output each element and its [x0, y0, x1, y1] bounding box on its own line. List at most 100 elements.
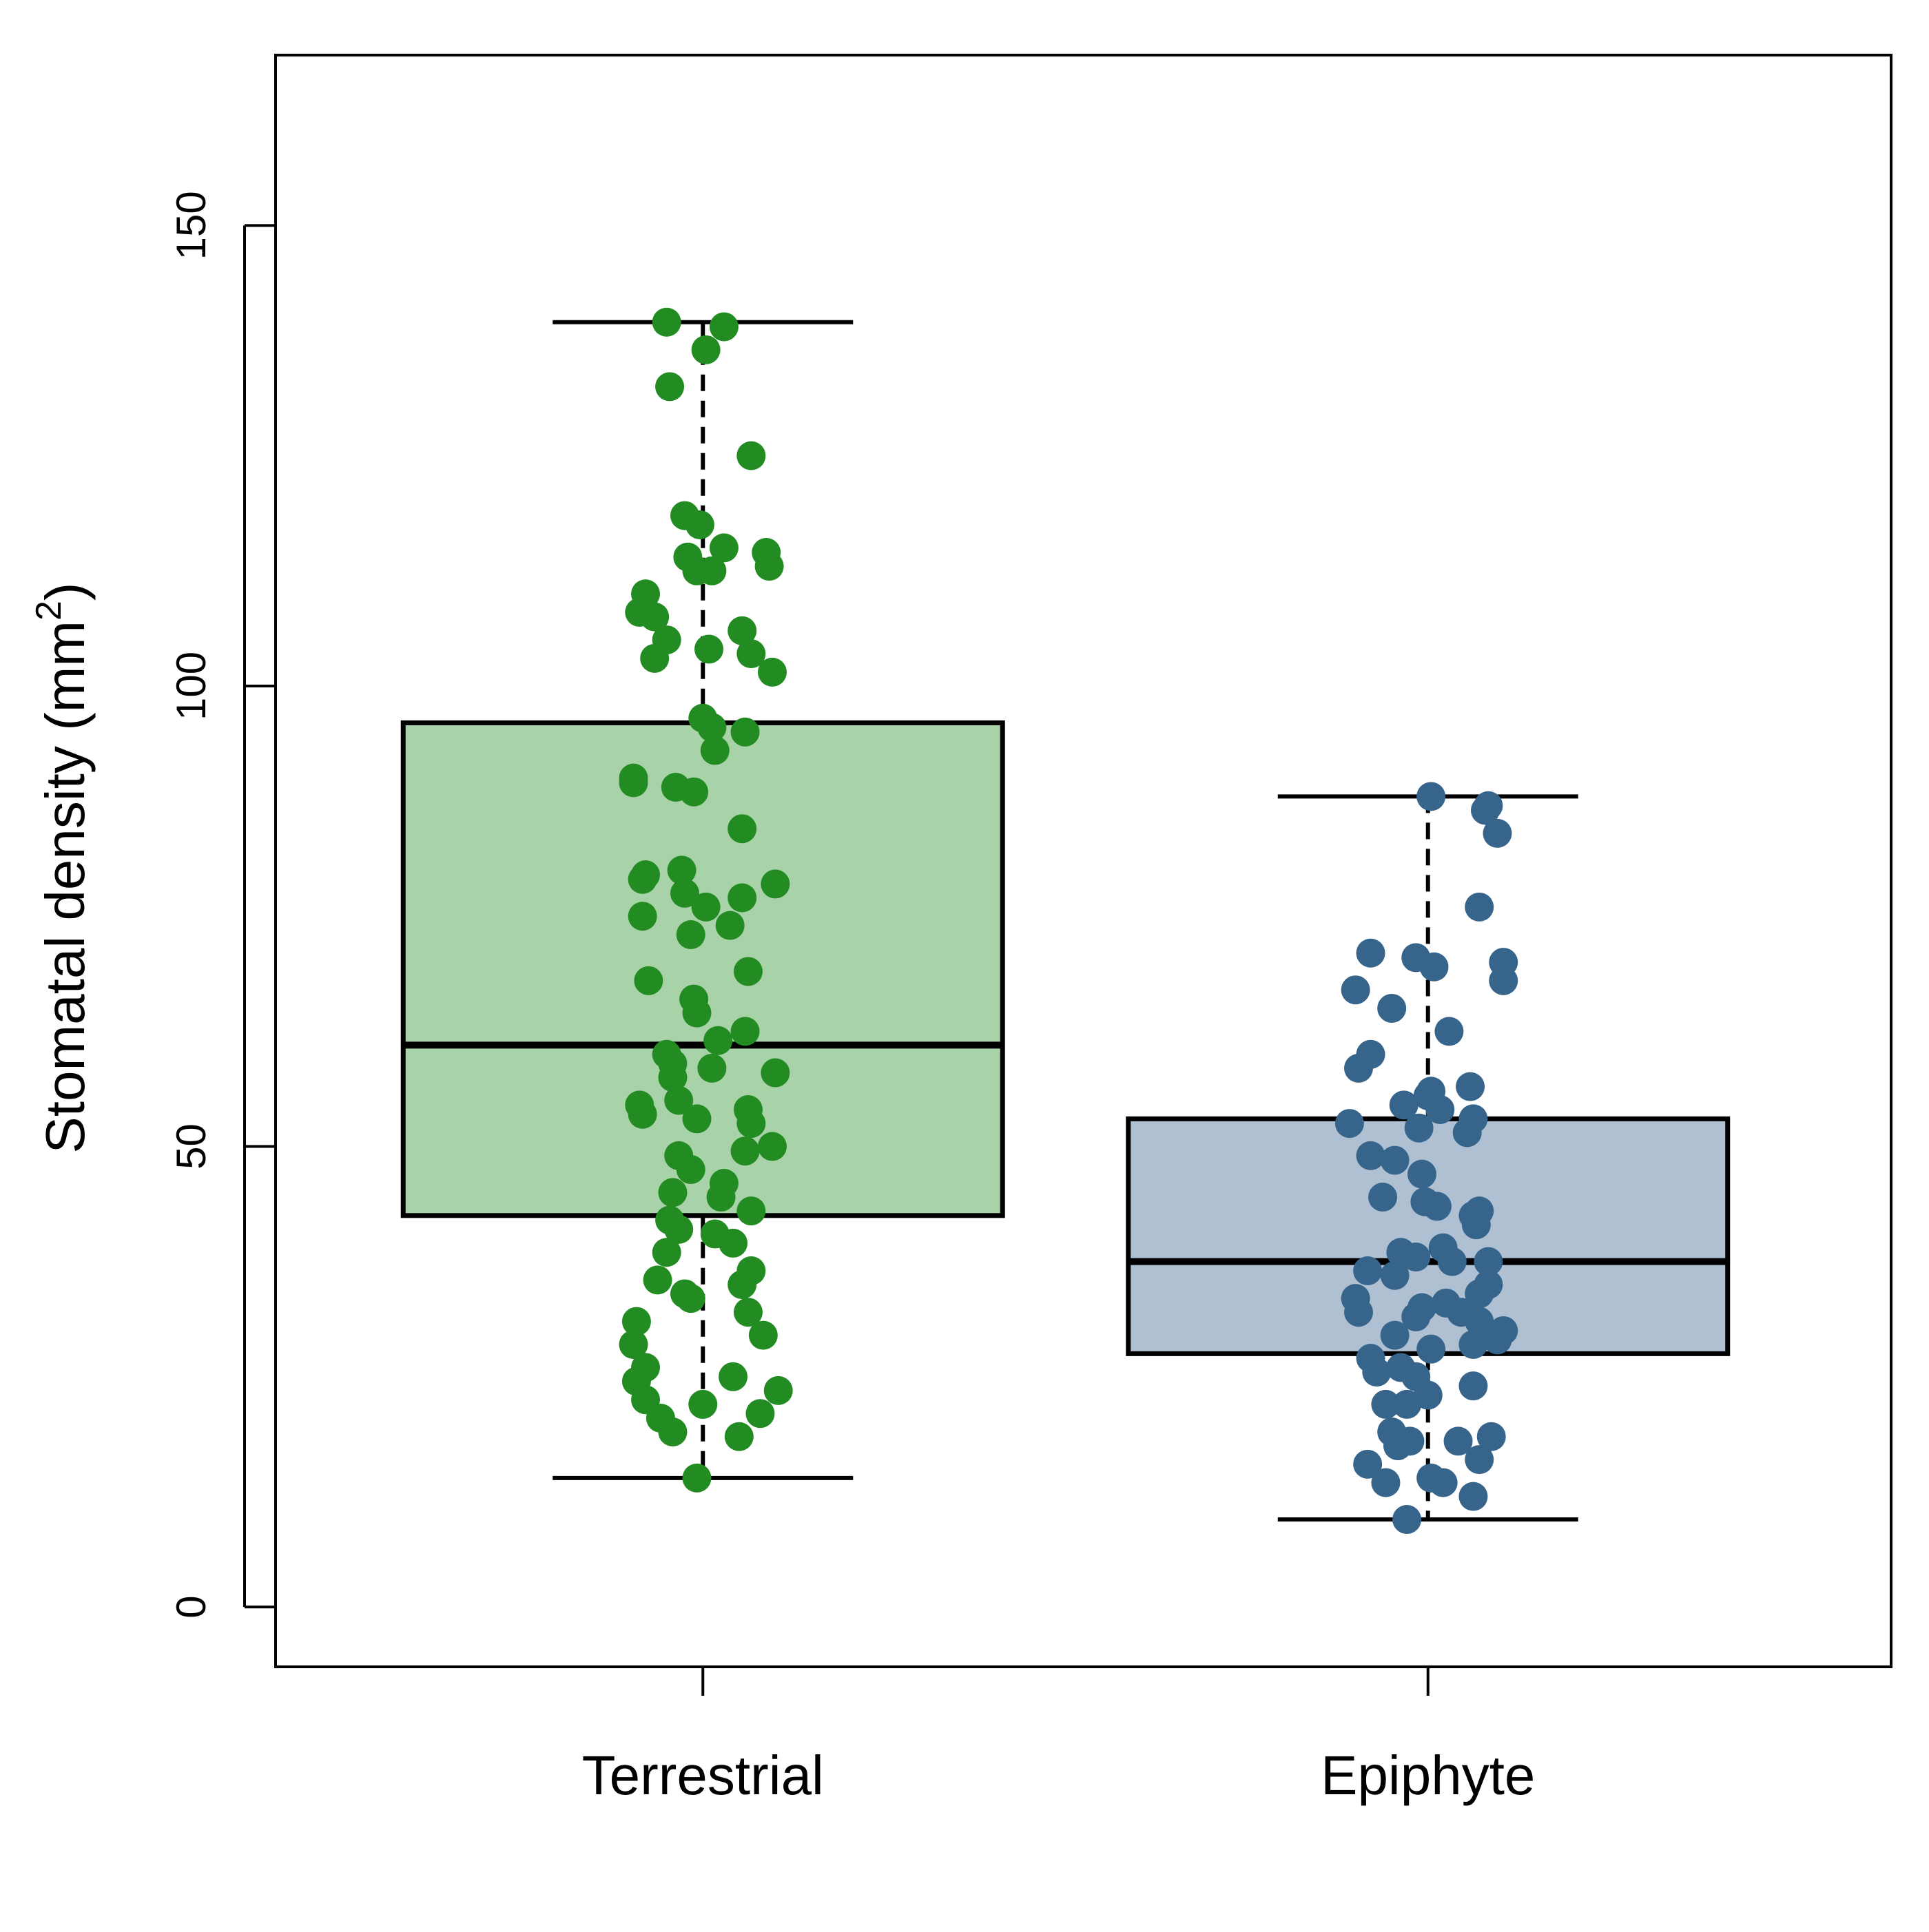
data-point-terrestrial — [757, 657, 787, 687]
data-point-terrestrial — [691, 892, 721, 922]
data-point-terrestrial — [658, 1063, 688, 1092]
data-point-terrestrial — [730, 1136, 760, 1166]
data-point-terrestrial — [688, 1389, 718, 1419]
data-point-epiphyte — [1483, 1325, 1512, 1355]
data-point-terrestrial — [700, 736, 730, 765]
data-point-terrestrial — [634, 966, 663, 995]
data-point-terrestrial — [676, 1154, 705, 1184]
data-point-epiphyte — [1389, 1090, 1419, 1120]
y-axis-label-paren-close: ) — [34, 582, 96, 601]
data-point-epiphyte — [1368, 1183, 1398, 1212]
data-point-epiphyte — [1425, 1095, 1455, 1125]
data-point-terrestrial — [715, 911, 745, 940]
data-point-terrestrial — [736, 639, 766, 669]
data-point-epiphyte — [1458, 1330, 1488, 1359]
y-axis-label: Stomatal density (mm2) — [29, 582, 96, 1153]
data-point-terrestrial — [676, 1284, 705, 1313]
boxes — [400, 320, 1731, 1522]
data-point-terrestrial — [621, 1307, 651, 1336]
data-point-epiphyte — [1341, 975, 1370, 1005]
data-point-terrestrial — [697, 1053, 727, 1083]
data-point-terrestrial — [733, 1298, 763, 1327]
data-point-epiphyte — [1461, 1210, 1491, 1240]
data-point-terrestrial — [667, 855, 697, 885]
data-point-epiphyte — [1434, 1017, 1464, 1046]
data-point-terrestrial — [754, 552, 784, 581]
data-point-epiphyte — [1465, 892, 1494, 922]
data-point-terrestrial — [658, 1178, 688, 1207]
data-point-epiphyte — [1465, 1307, 1494, 1336]
data-point-epiphyte — [1401, 1302, 1431, 1331]
data-point-epiphyte — [1371, 1389, 1401, 1419]
data-point-epiphyte — [1383, 1431, 1412, 1461]
data-point-terrestrial — [736, 1196, 766, 1226]
data-point-epiphyte — [1362, 1358, 1392, 1387]
data-point-epiphyte — [1419, 952, 1449, 981]
data-point-terrestrial — [628, 902, 657, 931]
data-point-epiphyte — [1428, 1468, 1458, 1497]
y-tick-label: 150 — [168, 191, 214, 260]
data-point-terrestrial — [733, 957, 763, 986]
data-point-terrestrial — [757, 1132, 787, 1161]
data-point-epiphyte — [1470, 796, 1500, 825]
data-point-terrestrial — [694, 634, 724, 664]
y-tick-label: 50 — [168, 1123, 214, 1170]
data-point-epiphyte — [1456, 1072, 1485, 1101]
data-point-terrestrial — [685, 510, 714, 539]
x-axis: Terrestrial Epiphyte — [582, 1667, 1535, 1806]
data-point-terrestrial — [682, 1463, 712, 1493]
data-point-terrestrial — [719, 1362, 748, 1391]
y-axis-label-text: Stomatal density — [34, 746, 96, 1153]
data-point-terrestrial — [640, 602, 670, 632]
data-point-terrestrial — [691, 335, 721, 364]
data-point-epiphyte — [1353, 1449, 1383, 1479]
data-point-terrestrial — [682, 1104, 712, 1134]
y-axis-label-unit: mm — [34, 621, 96, 712]
plot-border — [274, 54, 1892, 1668]
x-tick-label-epiphyte: Epiphyte — [1321, 1745, 1535, 1806]
data-point-epiphyte — [1344, 1053, 1374, 1083]
data-point-epiphyte — [1392, 1505, 1422, 1535]
data-point-terrestrial — [628, 864, 657, 894]
data-point-terrestrial — [628, 1099, 657, 1129]
data-point-terrestrial — [748, 1320, 778, 1350]
y-axis-label-paren-open: ( — [34, 712, 96, 746]
data-point-epiphyte — [1443, 1426, 1473, 1456]
data-point-terrestrial — [643, 1265, 672, 1295]
data-point-terrestrial — [664, 1214, 694, 1244]
data-point-terrestrial — [670, 878, 699, 908]
data-point-terrestrial — [703, 1026, 733, 1055]
data-point-epiphyte — [1344, 1298, 1374, 1327]
data-point-terrestrial — [724, 1422, 754, 1451]
data-point-terrestrial — [619, 1330, 648, 1359]
data-point-epiphyte — [1401, 1242, 1431, 1271]
data-point-terrestrial — [706, 1183, 736, 1212]
data-point-terrestrial — [736, 1109, 766, 1139]
data-point-terrestrial — [730, 1017, 760, 1046]
data-point-terrestrial — [719, 1228, 748, 1258]
data-point-terrestrial — [682, 998, 712, 1028]
data-point-terrestrial — [697, 713, 727, 742]
data-point-epiphyte — [1356, 1141, 1385, 1170]
data-point-epiphyte — [1437, 1247, 1467, 1276]
data-point-terrestrial — [745, 1399, 775, 1429]
data-point-terrestrial — [652, 1238, 681, 1267]
data-point-terrestrial — [709, 533, 739, 563]
data-point-terrestrial — [728, 616, 757, 645]
data-point-terrestrial — [730, 717, 760, 747]
data-point-epiphyte — [1474, 1247, 1503, 1276]
data-point-terrestrial — [640, 643, 670, 673]
data-point-terrestrial — [682, 556, 712, 585]
data-point-epiphyte — [1465, 1279, 1494, 1309]
data-point-terrestrial — [763, 1375, 793, 1405]
x-tick-label-terrestrial: Terrestrial — [582, 1745, 824, 1806]
data-point-terrestrial — [728, 1270, 757, 1300]
data-point-epiphyte — [1334, 1109, 1364, 1139]
data-point-epiphyte — [1476, 1422, 1506, 1451]
y-tick-label: 0 — [168, 1595, 214, 1618]
data-point-epiphyte — [1465, 1445, 1494, 1475]
data-point-terrestrial — [728, 883, 757, 913]
y-axis: 0 50 100 150 — [168, 191, 276, 1619]
